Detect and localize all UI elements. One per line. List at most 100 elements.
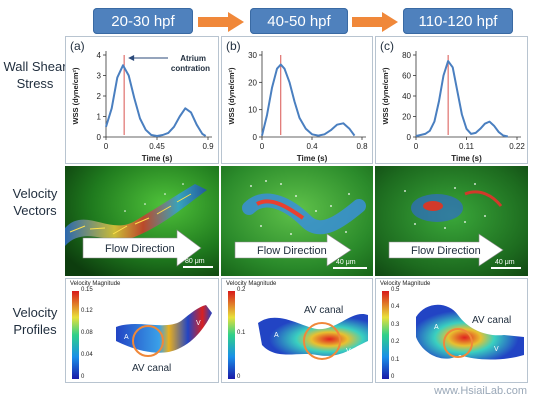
x-tick-label: 0.4 [306, 142, 318, 151]
colorbar-title: Velocity Magnitude [70, 281, 121, 287]
wss-chart-b: (b) 0 10 20 30 0 0.4 0.8 Time (s) WSS (dyne/cm²) [221, 36, 373, 164]
y-tick-label: 0 [253, 133, 258, 142]
scale-bar-label: 80 μm [185, 258, 205, 265]
ventricle-label: V [494, 346, 499, 353]
y-tick-label: 20 [248, 78, 257, 87]
atrium-label: A [274, 332, 279, 339]
velocity-vectors-b: Flow Direction 40 μm [221, 166, 373, 276]
y-tick-label: 0 [97, 133, 102, 142]
atrium-label: A [124, 334, 129, 341]
velocity-profile-b: Velocity Magnitude A V AV canal 0.2 0.1 … [221, 278, 373, 383]
colorbar-title: Velocity Magnitude [226, 281, 277, 287]
av-canal-label: AV canal [304, 305, 343, 316]
wss-chart-c-svg: (c) 0 20 40 60 80 0 0.11 0.22 Time (s) WSS (dyne/c… [380, 39, 525, 163]
y-tick-label: 3 [97, 72, 102, 81]
x-axis-label: Time (s) [451, 154, 482, 163]
wss-chart-b-svg: (b) 0 10 20 30 0 0.4 0.8 Time (s) WSS (dyne/cm²) [226, 39, 368, 163]
panel-letter: (c) [380, 39, 394, 53]
stage-box-2: 40-50 hpf [250, 8, 348, 34]
ventricle-label: V [346, 348, 351, 355]
wss-series-line [415, 60, 509, 138]
colorbar-tick: 0.2 [391, 339, 400, 345]
wss-chart-c: (c) 0 20 40 60 80 0 0.11 0.22 Time (s) WSS (dyne/c… [375, 36, 528, 164]
stage-arrow-1-icon [198, 12, 244, 32]
wss-series-line [261, 63, 356, 137]
row-label-vectors: Velocity Vectors [12, 186, 58, 218]
av-canal-label: AV canal [472, 315, 511, 326]
velocity-vectors-c-image: Flow Direction 40 μm [375, 166, 528, 276]
x-tick-label: 0.45 [149, 142, 165, 151]
stage-label: 40-50 hpf [267, 12, 331, 30]
panel-letter: (a) [70, 39, 85, 53]
colorbar-tick: 0.1 [237, 330, 246, 336]
scale-bar-label: 40 μm [336, 259, 356, 266]
panel-letter: (b) [226, 39, 241, 53]
y-axis-label: WSS (dyne/cm²) [227, 67, 236, 125]
colorbar-tick: 0.3 [391, 322, 400, 328]
annotation-label: Atrium [180, 54, 206, 63]
row-label-profiles: Velocity Profiles [12, 305, 58, 337]
x-tick-label: 0.9 [202, 142, 214, 151]
scale-bar-label: 40 μm [495, 259, 515, 266]
x-tick-label: 0 [104, 142, 109, 151]
velocity-vectors-a-image: Flow Direction 80 μm [65, 166, 219, 276]
x-tick-label: 0.22 [509, 142, 525, 151]
stage-box-1: 20-30 hpf [93, 8, 193, 34]
colorbar-tick: 0.12 [81, 308, 93, 314]
colorbar-tick: 0.04 [81, 352, 93, 358]
annotation-arrow-head [128, 55, 135, 61]
stage-box-3: 110-120 hpf [403, 8, 513, 34]
atrium-label: A [434, 324, 439, 331]
x-tick-label: 0 [260, 142, 265, 151]
y-tick-label: 40 [402, 92, 411, 101]
wss-series-line [105, 64, 207, 137]
x-tick-label: 0 [414, 142, 419, 151]
watermark: www.HsiaiLab.com [434, 385, 527, 397]
colorbar-tick: 0.5 [391, 287, 400, 293]
row-label-wss: Wall Shear Stress [3, 59, 67, 91]
velocity-profile-b-image: A V AV canal [228, 291, 368, 379]
flow-direction-label: Flow Direction [257, 245, 327, 257]
stage-arrow-2-icon [352, 12, 398, 32]
y-tick-label: 20 [402, 113, 411, 122]
velocity-profile-c-image: A V AV canal [382, 291, 524, 379]
velocity-profile-a-image: A V AV canal [72, 291, 212, 379]
y-tick-label: 4 [97, 51, 102, 60]
y-axis-label: WSS (dyne/cm²) [71, 67, 80, 125]
colorbar-tick: 0.4 [391, 304, 400, 310]
x-axis-label: Time (s) [142, 154, 173, 163]
y-tick-label: 2 [97, 92, 102, 101]
colorbar-tick: 0 [391, 374, 395, 380]
colorbar-tick: 0.2 [237, 287, 246, 293]
wss-chart-a: (a) 0 1 2 3 4 0 0.45 0.9 Time (s) WSS (dyne/cm²) At… [65, 36, 219, 164]
y-tick-label: 0 [407, 133, 412, 142]
annotation-label: contration [171, 64, 210, 73]
colorbar-tick: 0 [81, 374, 85, 380]
x-axis-label: Time (s) [297, 154, 328, 163]
colorbar-tick: 0.08 [81, 330, 93, 336]
y-tick-label: 10 [248, 106, 257, 115]
velocity-vectors-a: Flow Direction 80 μm [65, 166, 219, 276]
y-tick-label: 30 [248, 51, 257, 60]
colorbar-tick: 0.15 [81, 287, 93, 293]
y-tick-label: 80 [402, 51, 411, 60]
colorbar-title: Velocity Magnitude [380, 281, 431, 287]
velocity-profile-a: Velocity Magnitude A V AV canal 0.15 0.1… [65, 278, 219, 383]
wss-chart-a-svg: (a) 0 1 2 3 4 0 0.45 0.9 Time (s) WSS (dyne/cm²) At… [70, 39, 214, 163]
stage-label: 110-120 hpf [418, 12, 498, 30]
av-canal-label: AV canal [132, 363, 171, 374]
ventricle-label: V [196, 320, 201, 327]
y-tick-label: 60 [402, 72, 411, 81]
x-tick-label: 0.8 [356, 142, 368, 151]
velocity-vectors-b-image: Flow Direction 40 μm [221, 166, 373, 276]
velocity-vectors-c: Flow Direction 40 μm [375, 166, 528, 276]
stage-label: 20-30 hpf [111, 12, 175, 30]
colorbar-tick: 0 [237, 374, 241, 380]
y-axis-label: WSS (dyne/cm²) [381, 67, 390, 125]
colorbar-tick: 0.1 [391, 357, 400, 363]
x-tick-label: 0.11 [459, 142, 475, 151]
flow-direction-label: Flow Direction [411, 245, 481, 257]
flow-direction-label: Flow Direction [105, 243, 175, 255]
y-tick-label: 1 [97, 113, 102, 122]
velocity-profile-c: Velocity Magnitude A V AV canal 0.5 0.4 … [375, 278, 528, 383]
